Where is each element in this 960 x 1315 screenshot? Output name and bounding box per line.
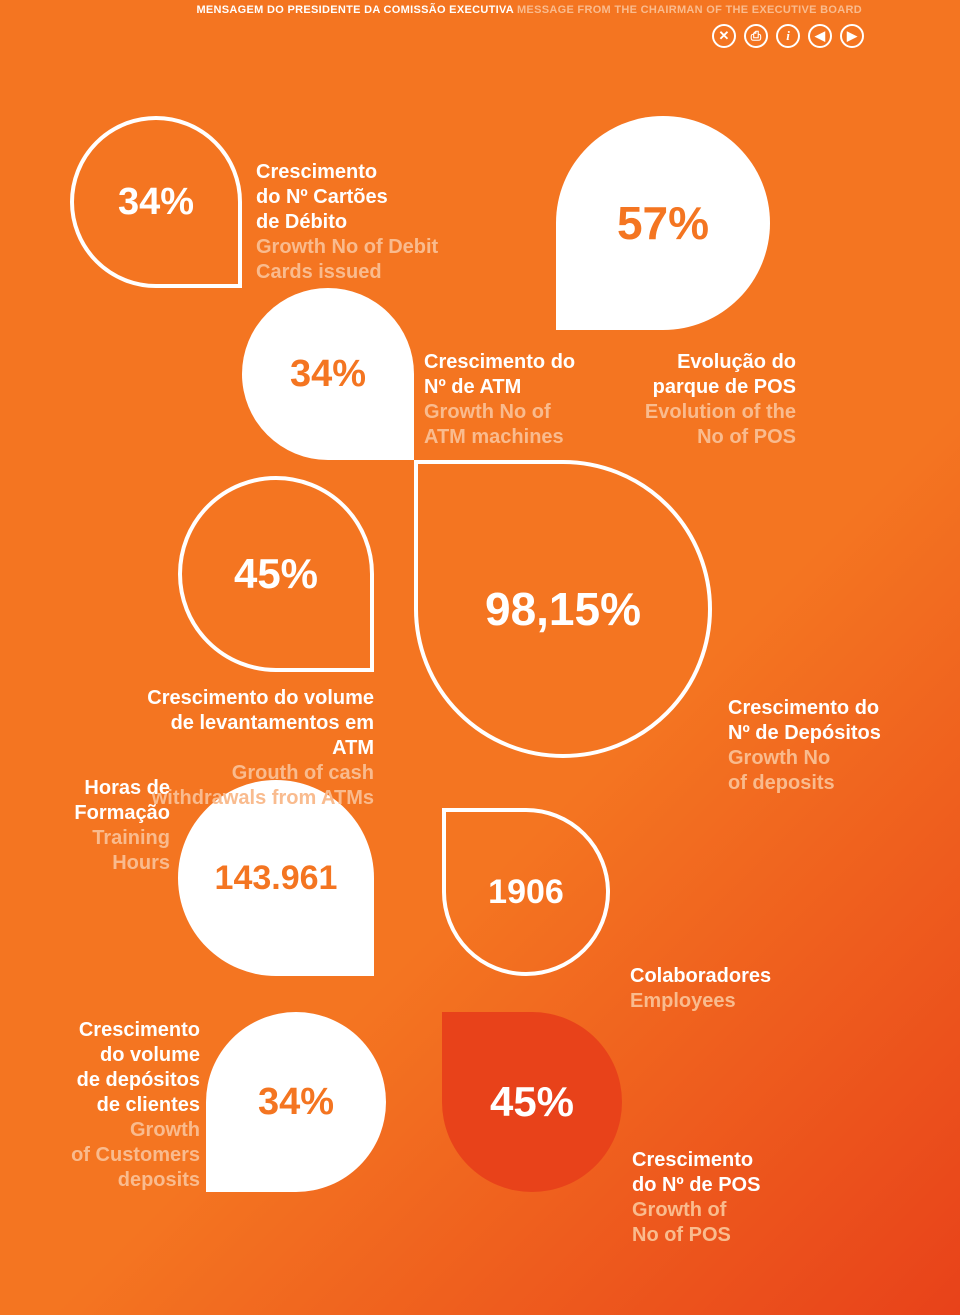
next-icon[interactable]: ▶ xyxy=(840,24,864,48)
label-pos-evolution: Evolução doparque de POS Evolution of th… xyxy=(636,350,796,450)
stat-leaf-employees: 1906 xyxy=(442,808,610,976)
label-deposits-growth: Crescimento doNº de Depósitos Growth Noo… xyxy=(728,696,908,796)
stat-value: 57% xyxy=(617,196,709,250)
label-customer-deposits: Crescimentodo volumede depósitosde clien… xyxy=(70,1018,200,1193)
label-atm: Crescimento doNº de ATM Growth No ofATM … xyxy=(424,350,624,450)
header-pt: MENSAGEM DO PRESIDENTE DA COMISSÃO EXECU… xyxy=(196,4,513,16)
print-icon[interactable]: ⎙ xyxy=(744,24,768,48)
label-pt: Evolução doparque de POS xyxy=(636,350,796,400)
stat-value: 45% xyxy=(234,550,318,598)
stat-value: 34% xyxy=(258,1081,334,1124)
label-en: TrainingHours xyxy=(60,826,170,876)
stat-leaf-withdrawals: 45% xyxy=(178,476,374,672)
label-en: Employees xyxy=(630,989,850,1014)
close-icon[interactable]: ✕ xyxy=(712,24,736,48)
stat-leaf-debit-cards: 34% xyxy=(70,116,242,288)
label-debit-cards: Crescimentodo Nº Cartõesde Débito Growth… xyxy=(256,160,476,285)
label-en: Evolution of theNo of POS xyxy=(636,400,796,450)
label-pt: Crescimento doNº de ATM xyxy=(424,350,624,400)
stat-value: 1906 xyxy=(488,873,564,912)
label-pt: Crescimentodo Nº de POS xyxy=(632,1148,812,1198)
stat-leaf-deposits-growth: 98,15% xyxy=(414,460,712,758)
label-pt: Crescimentodo Nº Cartõesde Débito xyxy=(256,160,476,235)
stat-value: 143.961 xyxy=(215,859,338,898)
label-en: Growth No of DebitCards issued xyxy=(256,235,476,285)
label-employees: Colaboradores Employees xyxy=(630,964,850,1014)
label-pt: Colaboradores xyxy=(630,964,850,989)
label-pos-growth: Crescimentodo Nº de POS Growth ofNo of P… xyxy=(632,1148,812,1248)
prev-icon[interactable]: ◀ xyxy=(808,24,832,48)
toolbar: ✕ ⎙ i ◀ ▶ xyxy=(712,24,864,48)
label-pt: Crescimento do volumede levantamentos em… xyxy=(130,686,374,761)
header-en: MESSAGE FROM THE CHAIRMAN OF THE EXECUTI… xyxy=(517,4,862,16)
label-pt: Crescimento doNº de Depósitos xyxy=(728,696,908,746)
label-en: Growth ofNo of POS xyxy=(632,1198,812,1248)
label-pt: Horas deFormação xyxy=(60,776,170,826)
info-icon[interactable]: i xyxy=(776,24,800,48)
page-header: MENSAGEM DO PRESIDENTE DA COMISSÃO EXECU… xyxy=(196,4,862,16)
label-en: Growthof Customersdeposits xyxy=(70,1118,200,1193)
stat-value: 98,15% xyxy=(485,582,641,636)
label-pt: Crescimentodo volumede depósitosde clien… xyxy=(70,1018,200,1118)
label-en: Growth No ofATM machines xyxy=(424,400,624,450)
stat-leaf-pos-growth: 45% xyxy=(442,1012,622,1192)
label-en: Growth Noof deposits xyxy=(728,746,908,796)
stat-leaf-customer-deposits: 34% xyxy=(206,1012,386,1192)
stat-value: 45% xyxy=(490,1078,574,1126)
label-training-hours: Horas deFormação TrainingHours xyxy=(60,776,170,876)
stat-leaf-pos-evolution: 57% xyxy=(556,116,770,330)
stat-value: 34% xyxy=(118,181,194,224)
stat-value: 34% xyxy=(290,353,366,396)
stat-leaf-atm: 34% xyxy=(242,288,414,460)
